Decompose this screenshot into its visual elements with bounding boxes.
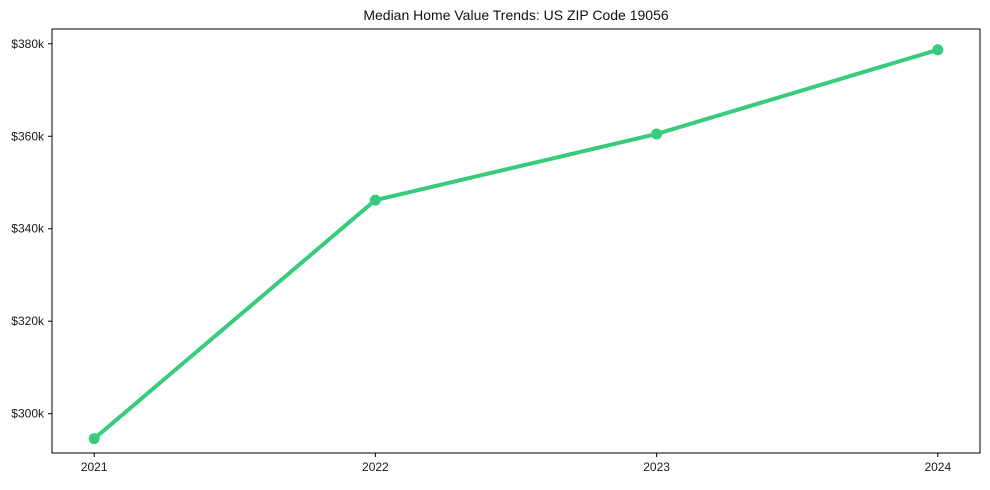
data-point-2023: [651, 128, 663, 140]
plot-border: [51, 28, 981, 454]
x-tick-label: 2024: [924, 460, 951, 474]
y-tick-label: $380k: [11, 37, 45, 51]
chart-title: Median Home Value Trends: US ZIP Code 19…: [363, 7, 669, 23]
y-tick-label: $360k: [11, 129, 45, 143]
y-tick-label: $340k: [11, 222, 45, 236]
x-tick-label: 2023: [643, 460, 670, 474]
series-median-home-value: [88, 44, 944, 445]
y-axis: $300k $320k $340k $360k $380k: [11, 37, 52, 421]
series-line: [92, 47, 940, 441]
data-point-2024: [932, 44, 944, 56]
x-tick-label: 2022: [362, 460, 389, 474]
y-tick-label: $300k: [11, 407, 45, 421]
data-point-2021: [88, 433, 100, 445]
x-axis: 2021 2022 2023 2024: [81, 453, 951, 474]
plot-frame: [51, 28, 981, 454]
x-tick-label: 2021: [81, 460, 108, 474]
data-point-2022: [369, 194, 381, 206]
y-tick-label: $320k: [11, 314, 45, 328]
